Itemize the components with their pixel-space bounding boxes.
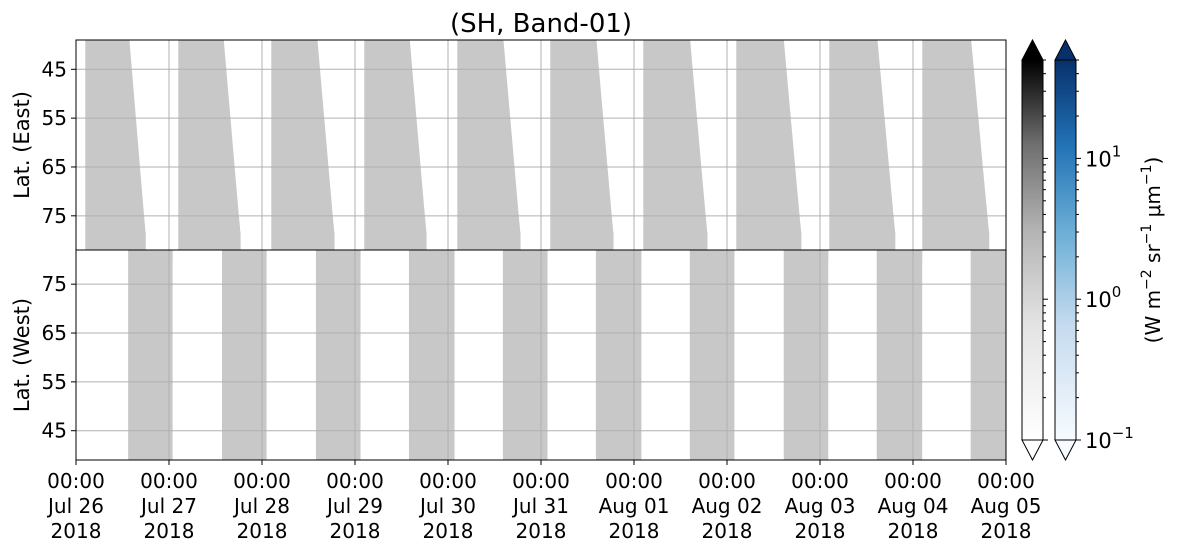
panel-east: 45 55 65 75 Lat. (East) [10,39,1007,251]
x-tick-label: 00:00 [233,469,291,493]
x-tick-label: 00:00 [698,469,756,493]
no-data-gap-west [454,260,503,460]
x-tick-label: Aug 05 [971,494,1042,518]
y-tick-label: 55 [42,370,67,394]
data-region-west [783,250,829,460]
data-region-west [222,250,267,460]
data-region-east [271,40,335,250]
x-tick-label: 2018 [423,519,474,543]
x-tick-label: 00:00 [605,469,663,493]
colorbar-blues-extend-min [1054,439,1077,462]
data-region-east [829,40,896,250]
y-tick-label: 75 [42,204,67,228]
data-region-west [595,250,642,460]
x-tick-label: Jul 31 [511,494,569,518]
data-region-west [689,250,735,460]
x-tick-label: 00:00 [884,469,942,493]
x-tick-label: 2018 [330,519,381,543]
x-tick-label: 2018 [516,519,567,543]
x-tick-label: 2018 [795,519,846,543]
data-region-east [922,40,990,250]
colorbar-blues-bar [1054,59,1077,441]
x-tick-label: 2018 [981,519,1032,543]
no-data-gap-west [360,260,409,460]
y-tick-label: 45 [42,419,67,443]
x-tick-label: 2018 [51,519,102,543]
x-tick-label: Aug 02 [692,494,763,518]
data-region-east [178,40,241,250]
no-data-gap-west [266,260,316,460]
no-data-gap-west [172,260,223,460]
x-tick-label: 2018 [888,519,939,543]
y-tick-label: 65 [42,155,67,179]
colorbar-tick-label: 101 [1085,142,1121,171]
no-data-gap-west [922,260,971,460]
colorbar-greys [1021,38,1044,462]
panel-west: 45 55 65 75 Lat. (West) [10,249,1007,461]
x-tick-label: 2018 [237,519,288,543]
x-tick-label: Aug 04 [878,494,949,518]
x-tick-label: 00:00 [791,469,849,493]
x-tick-label: Jul 29 [325,494,383,518]
x-tick-label: 00:00 [140,469,198,493]
x-tick-label: 00:00 [977,469,1035,493]
no-data-gap-west [734,260,784,460]
colorbar-tick-label: 100 [1085,283,1121,312]
data-region-west [315,250,361,460]
x-tick-label: Jul 27 [139,494,197,518]
y-tick-label: 75 [42,272,67,296]
x-tick-label: 00:00 [512,469,570,493]
x-tick-label: 2018 [609,519,660,543]
data-region-east [643,40,708,250]
x-tick-label: Jul 28 [232,494,290,518]
y-tick-label: 55 [42,106,67,130]
colorbar-ticks: 10−1 100 101 [1043,59,1134,453]
colorbar-greys-extend-max [1021,38,1044,61]
colorbar-blues-extend-max [1054,38,1077,61]
no-data-gap-west [641,260,690,460]
data-region-east [736,40,802,250]
x-tick-label: 00:00 [47,469,105,493]
colorbar-greys-extend-min [1021,439,1044,462]
data-region-west [408,250,455,460]
ylabel-east: Lat. (East) [10,91,34,199]
data-region-west [128,250,173,460]
chart-title: (SH, Band-01) [450,9,632,39]
ylabel-west: Lat. (West) [10,298,34,412]
colorbar-label: (W m−2 sr−1 μm−1) [1139,157,1165,344]
data-region-west [502,250,548,460]
x-tick-label: 2018 [702,519,753,543]
colorbar-greys-bar [1021,59,1044,441]
y-tick-label: 65 [42,321,67,345]
x-tick-label: 00:00 [326,469,384,493]
x-tick-label: 00:00 [419,469,477,493]
data-region-west [970,250,1006,460]
data-region-east [85,40,146,250]
no-data-gap-west [828,260,877,460]
no-data-gap-west [547,260,596,460]
x-tick-label: Jul 26 [46,494,104,518]
data-region-west [876,250,923,460]
data-region-east [364,40,427,250]
x-tick-label: Aug 03 [785,494,856,518]
data-region-east [550,40,614,250]
x-tick-label: 2018 [144,519,195,543]
colorbar-blues [1054,38,1077,462]
x-tick-label: Jul 30 [418,494,476,518]
x-tick-label: Aug 01 [599,494,670,518]
colorbar-tick-label: 10−1 [1085,424,1134,453]
no-data-gap-west [76,251,129,460]
data-region-east [457,40,521,250]
y-tick-label: 45 [42,57,67,81]
